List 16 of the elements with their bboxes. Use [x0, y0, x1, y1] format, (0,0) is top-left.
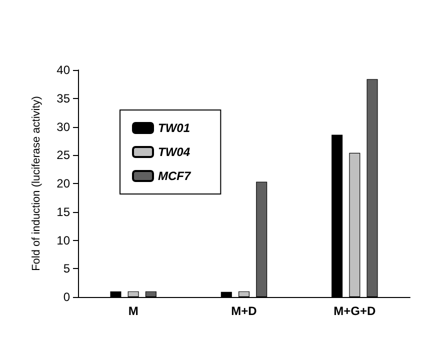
legend-label: TW04	[158, 145, 190, 159]
legend-label: TW01	[158, 121, 190, 135]
y-tick-label: 30	[56, 120, 70, 134]
y-tick-label: 35	[56, 91, 70, 106]
y-tick-label: 20	[56, 176, 70, 190]
x-tick-label: M+D	[231, 304, 258, 318]
y-tick-label: 25	[56, 148, 70, 162]
y-axis-title: Fold of induction (luciferase activity)	[30, 96, 42, 271]
y-tick-label: 5	[63, 262, 70, 276]
y-tick-label: 15	[56, 204, 70, 219]
x-tick-label: M+G+D	[334, 304, 376, 318]
y-tick-label: 40	[56, 63, 70, 77]
y-tick-label: 0	[63, 290, 70, 304]
legend-label: MCF7	[158, 169, 192, 183]
y-tick-label: 10	[56, 233, 70, 248]
x-tick-label: M	[128, 304, 138, 318]
